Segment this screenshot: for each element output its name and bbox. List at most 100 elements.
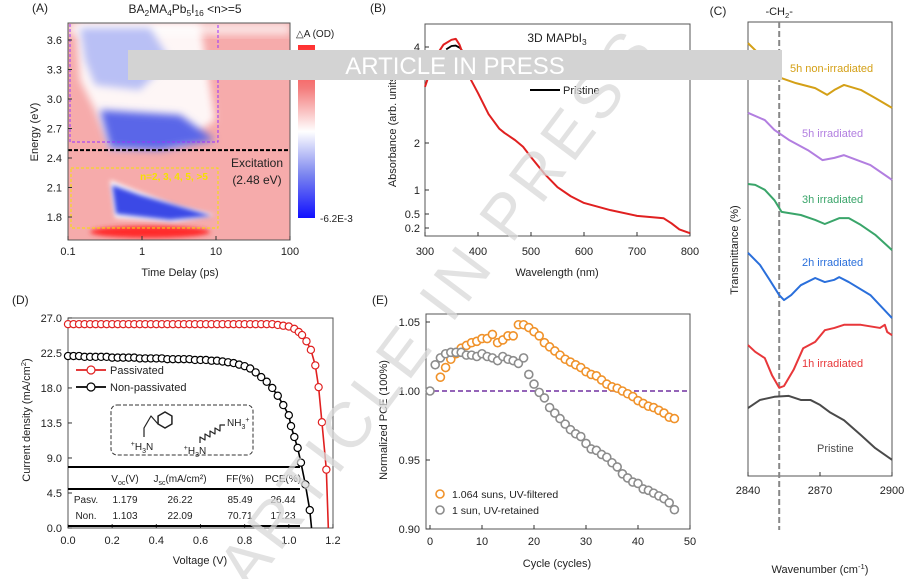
y-tick-label: 27.0 <box>41 313 62 325</box>
iv-marker <box>284 410 293 420</box>
iv-marker <box>314 382 323 392</box>
x-tick-label: 0 <box>427 536 433 548</box>
series-red <box>424 37 691 235</box>
y-tick-label: 13.5 <box>41 418 62 430</box>
series-2h-irradiated <box>747 252 893 319</box>
iv-marker <box>251 368 260 377</box>
iv-marker <box>311 361 320 370</box>
legend-label: Passivated <box>110 365 164 377</box>
y-tick-label: 22.5 <box>41 348 62 360</box>
x-tick-label: 0.1 <box>60 246 75 258</box>
panel-e-frame <box>425 313 691 530</box>
y-tick-label: 1.05 <box>399 317 420 329</box>
y-tick-label: 18.0 <box>41 383 62 395</box>
table-header: FF(%) <box>226 474 254 485</box>
y-axis-label: Normalized PCE (100%) <box>378 360 390 480</box>
iv-marker <box>317 417 327 427</box>
stability-marker <box>440 362 451 373</box>
y-tick-label: 4.5 <box>47 488 62 500</box>
x-tick-label: 300 <box>416 246 434 258</box>
x-tick-label: 600 <box>575 246 593 258</box>
legend-label: 1 sun, UV-retained <box>452 505 539 517</box>
y-tick-label: 3.3 <box>47 64 62 76</box>
heatmap-blue-mid <box>100 110 215 150</box>
y-tick-label: 2.1 <box>47 182 62 194</box>
x-tick-label: 40 <box>632 536 644 548</box>
x-tick-label: 0.2 <box>105 535 120 547</box>
stability-marker <box>612 462 623 472</box>
stability-marker <box>669 504 680 515</box>
panel-label-c: (C) <box>710 4 727 18</box>
table-header: Jsc(mA/cm²) <box>153 474 206 487</box>
stability-marker <box>529 379 539 389</box>
iv-marker <box>273 391 282 400</box>
x-tick-label: 1 <box>139 246 145 258</box>
y-tick-label: 1 <box>414 185 420 197</box>
iv-marker <box>302 337 311 346</box>
iv-marker <box>245 364 255 373</box>
series-label: 2h irradiated <box>802 257 863 269</box>
table-cell: 26.22 <box>167 495 192 506</box>
banner-text: ARTICLE IN PRESS <box>345 53 565 80</box>
table-cell: Non. <box>75 511 96 522</box>
y-tick-label: 0.95 <box>399 455 420 467</box>
y-tick-label: 2 <box>414 138 420 150</box>
x-tick-label: 20 <box>528 536 540 548</box>
molecule-left-label: +H3N <box>131 441 153 455</box>
table-cell: 17.23 <box>270 511 295 522</box>
colorbar-min-label: -6.2E-3 <box>320 214 353 225</box>
series-label: 5h non-irradiated <box>790 63 873 75</box>
article-in-press-banner <box>128 50 782 80</box>
iv-marker <box>301 480 310 489</box>
iv-marker <box>268 383 277 393</box>
excitation-label: Excitation <box>231 156 283 170</box>
y-axis-label: Absorbance (arb. units) <box>387 73 399 187</box>
stability-marker <box>425 386 435 396</box>
stability-marker <box>523 369 534 380</box>
x-axis-label: Time Delay (ps) <box>141 267 218 279</box>
y-tick-label: 2.4 <box>47 153 62 165</box>
stability-marker <box>534 330 545 341</box>
molecule-box <box>110 404 254 456</box>
iv-marker <box>262 377 271 386</box>
y-tick-label: 2.7 <box>47 123 62 135</box>
stability-marker <box>508 330 519 341</box>
legend-label: Non-passivated <box>110 382 186 394</box>
stability-marker <box>435 372 446 383</box>
y-tick-label: 4 <box>414 42 420 54</box>
table-cell: 1.179 <box>112 495 137 506</box>
iv-marker <box>257 372 266 382</box>
y-tick-label: 0.0 <box>47 523 62 535</box>
n-box-label: n=2, 3, 4, 5, >5 <box>140 172 208 183</box>
iv-marker <box>290 432 299 442</box>
x-tick-label: 700 <box>628 246 646 258</box>
alkyl-chain <box>199 424 225 443</box>
stability-marker <box>669 413 680 424</box>
x-axis-label: Wavenumber (cm-1) <box>772 562 869 576</box>
y-tick-label: 1.00 <box>399 386 420 398</box>
x-tick-label: 0.8 <box>237 535 252 547</box>
table-cell: 26.44 <box>270 495 295 506</box>
x-tick-label: 50 <box>684 536 696 548</box>
x-tick-label: 10 <box>476 536 488 548</box>
series-Pristine <box>747 394 893 461</box>
table-header: PCE(%) <box>265 474 301 485</box>
series-label: 5h irradiated <box>802 128 863 140</box>
yellow-dashed-box <box>70 167 219 229</box>
table-cell: 70.71 <box>227 511 252 522</box>
x-axis-label: Wavelength (nm) <box>515 267 598 279</box>
iv-marker <box>279 400 288 410</box>
stability-marker <box>575 431 586 442</box>
colorbar <box>298 45 315 218</box>
stability-marker <box>430 359 441 370</box>
y-tick-label: 3.6 <box>47 35 62 47</box>
series-3h-irradiated <box>747 182 893 251</box>
table-cell: Pasv. <box>74 495 98 506</box>
panel-a-frame <box>67 22 291 241</box>
x-tick-label: 800 <box>681 246 699 258</box>
iv-marker <box>322 465 331 474</box>
x-tick-label: 0.4 <box>149 535 164 547</box>
purple-dashed-box <box>69 22 219 143</box>
x-tick-label: 2870 <box>808 485 832 497</box>
